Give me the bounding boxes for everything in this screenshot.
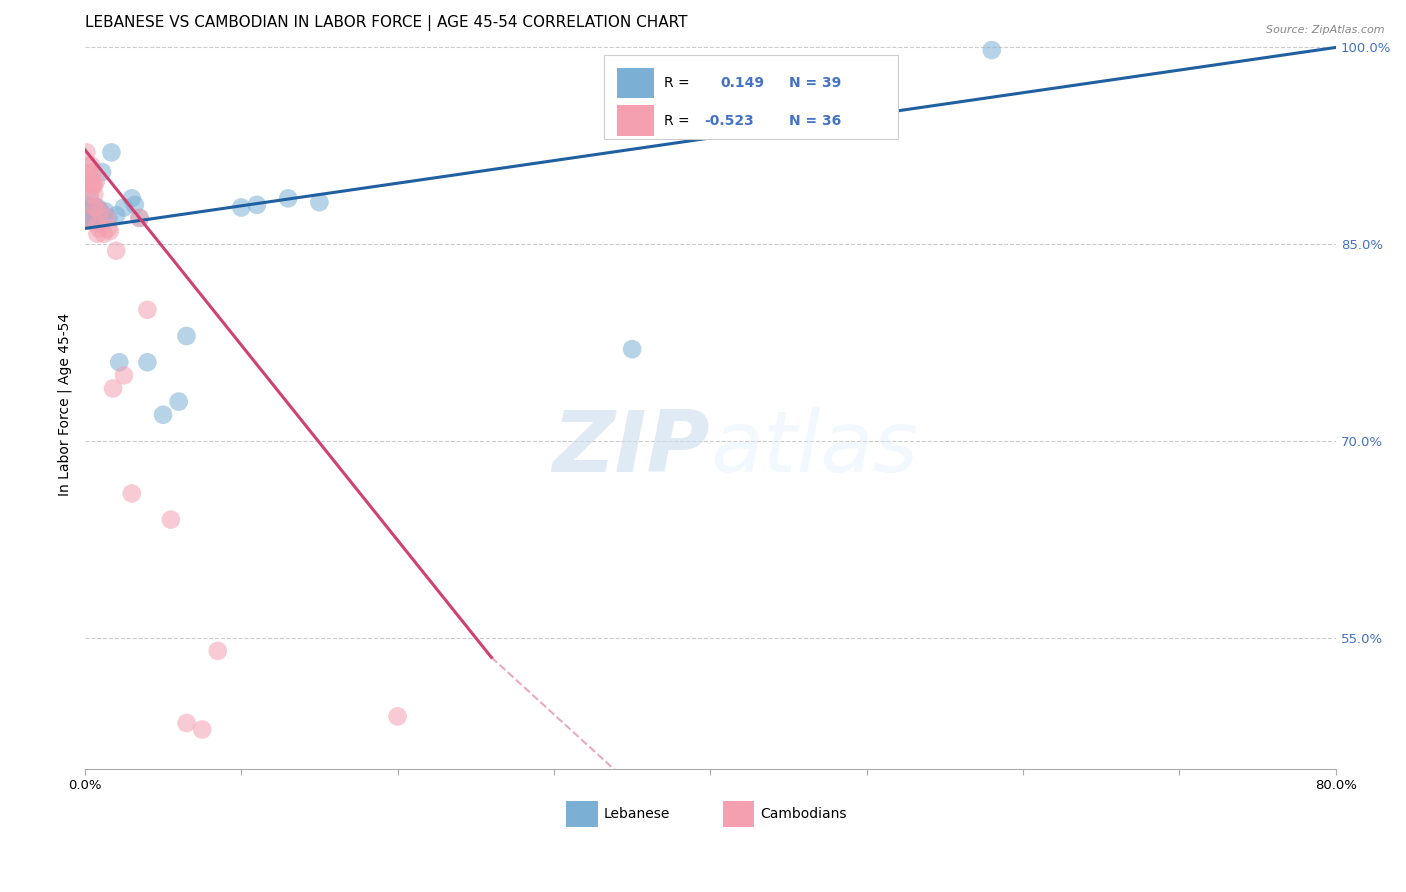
Point <box>105 244 128 258</box>
Point <box>308 195 330 210</box>
Point <box>152 408 174 422</box>
Point <box>83 204 105 219</box>
Text: R =: R = <box>664 114 690 128</box>
Point <box>82 178 104 193</box>
Point <box>128 211 150 225</box>
Point <box>77 211 100 225</box>
Point <box>96 211 118 225</box>
Point <box>128 211 150 225</box>
Point <box>80 178 103 193</box>
Point <box>87 221 110 235</box>
Point <box>136 355 159 369</box>
Point <box>83 201 105 215</box>
Point <box>97 221 120 235</box>
Text: R =: R = <box>664 76 695 90</box>
Text: Source: ZipAtlas.com: Source: ZipAtlas.com <box>1267 25 1385 35</box>
Point <box>79 213 101 227</box>
Bar <box>567 801 598 827</box>
Point <box>121 191 143 205</box>
Point <box>75 145 97 160</box>
Point <box>86 227 108 241</box>
Point <box>136 302 159 317</box>
Point <box>80 208 103 222</box>
Point <box>77 204 100 219</box>
Point <box>277 191 299 205</box>
Point <box>83 178 105 193</box>
Point <box>231 201 253 215</box>
Point <box>80 171 103 186</box>
Point <box>91 165 114 179</box>
Point <box>124 198 146 212</box>
FancyBboxPatch shape <box>605 55 898 139</box>
Point <box>77 165 100 179</box>
Point <box>97 211 120 225</box>
Point <box>79 204 101 219</box>
Point <box>79 174 101 188</box>
Point <box>82 211 104 225</box>
Point <box>101 382 124 396</box>
Point <box>89 204 111 219</box>
Point <box>82 201 104 215</box>
Point <box>167 394 190 409</box>
Point <box>84 201 107 215</box>
Point <box>176 329 198 343</box>
Point <box>86 218 108 232</box>
Point <box>108 355 131 369</box>
Point <box>79 171 101 186</box>
Point <box>621 342 644 356</box>
Point <box>80 201 103 215</box>
Point <box>112 368 135 383</box>
Point <box>86 201 108 215</box>
Point <box>80 159 103 173</box>
Point <box>84 174 107 188</box>
Point <box>207 644 229 658</box>
Point <box>112 201 135 215</box>
Point <box>246 198 269 212</box>
Point <box>100 145 122 160</box>
Text: atlas: atlas <box>710 407 918 490</box>
Point <box>94 204 117 219</box>
Point <box>84 201 107 215</box>
Point <box>86 211 108 225</box>
Point <box>160 513 183 527</box>
Y-axis label: In Labor Force | Age 45-54: In Labor Force | Age 45-54 <box>58 313 72 497</box>
Point <box>191 723 214 737</box>
Text: -0.523: -0.523 <box>704 114 754 128</box>
Bar <box>616 105 654 136</box>
Text: ZIP: ZIP <box>553 407 710 490</box>
Point <box>79 187 101 202</box>
Text: Lebanese: Lebanese <box>605 807 671 821</box>
Text: N = 36: N = 36 <box>789 114 841 128</box>
Point <box>82 165 104 179</box>
Text: LEBANESE VS CAMBODIAN IN LABOR FORCE | AGE 45-54 CORRELATION CHART: LEBANESE VS CAMBODIAN IN LABOR FORCE | A… <box>84 15 688 31</box>
Point <box>93 227 115 241</box>
Point <box>121 486 143 500</box>
Point <box>387 709 409 723</box>
Point <box>176 716 198 731</box>
Bar <box>723 801 754 827</box>
Point <box>83 213 105 227</box>
Text: Cambodians: Cambodians <box>761 807 846 821</box>
Point <box>84 211 107 225</box>
Point <box>89 204 111 219</box>
Point <box>105 208 128 222</box>
Point <box>79 191 101 205</box>
Point <box>93 211 115 225</box>
Point <box>980 43 1002 57</box>
Text: 0.149: 0.149 <box>720 76 765 90</box>
Text: N = 39: N = 39 <box>789 76 841 90</box>
Point <box>98 224 121 238</box>
Point <box>75 211 97 225</box>
Point <box>87 204 110 219</box>
Bar <box>616 68 654 98</box>
Point <box>77 159 100 173</box>
Point <box>83 187 105 202</box>
Point <box>75 198 97 212</box>
